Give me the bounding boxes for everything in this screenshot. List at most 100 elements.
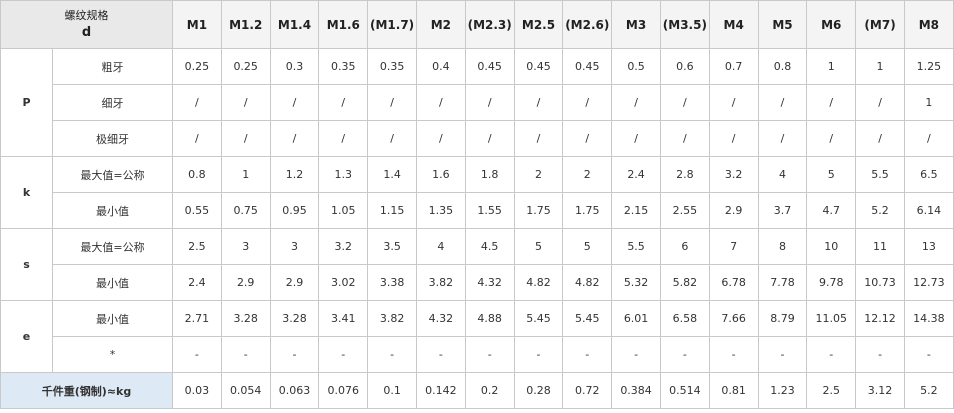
value-cell: 3.02 xyxy=(318,264,369,301)
value-cell: - xyxy=(562,336,613,373)
value-cell: 1 xyxy=(806,48,857,85)
weight-value-cell: 3.12 xyxy=(855,372,905,409)
value-cell: - xyxy=(757,336,808,373)
value-cell: 5.45 xyxy=(513,300,564,337)
value-cell: 2.9 xyxy=(708,192,759,229)
value-cell: 3.2 xyxy=(708,156,759,193)
value-cell: / xyxy=(903,120,954,157)
size-header-cell: M2.5 xyxy=(513,0,564,49)
group-label-p: P xyxy=(0,48,53,157)
size-header-cell: M8 xyxy=(903,0,954,49)
value-cell: 0.6 xyxy=(659,48,710,85)
value-cell: 0.25 xyxy=(220,48,271,85)
value-cell: 7.66 xyxy=(708,300,759,337)
table-row: s 最大值=公称 2.5 3 3 3.2 3.5 4 4.5 5 5 5.5 6 7 8 10 11 13 xyxy=(0,228,954,301)
value-cell: - xyxy=(659,336,710,373)
value-cell: 3.41 xyxy=(318,300,369,337)
value-cell: 0.35 xyxy=(318,48,369,85)
value-cell: / xyxy=(562,84,613,121)
value-cell: - xyxy=(806,336,857,373)
value-cell: 3.28 xyxy=(220,300,271,337)
thread-spec-label: 螺纹规格 xyxy=(64,8,109,22)
value-cell: 0.7 xyxy=(708,48,759,85)
value-cell: 2.9 xyxy=(269,264,320,301)
value-cell: / xyxy=(415,84,466,121)
value-cell: 2.55 xyxy=(659,192,710,229)
value-cell: 1 xyxy=(220,156,271,193)
value-cell: / xyxy=(367,84,417,121)
value-cell: / xyxy=(659,120,710,157)
value-cell: / xyxy=(757,84,808,121)
table-row: k 最大值=公称 0.8 1 1.2 1.3 1.4 1.6 1.8 2 2 2.4 2.8 3.2 4 5 5… xyxy=(0,156,954,229)
value-cell: 1.4 xyxy=(367,156,417,193)
row-label: 最大值=公称 xyxy=(52,228,173,265)
value-cell: 12.12 xyxy=(855,300,905,337)
value-cell: - xyxy=(464,336,515,373)
value-cell: 11 xyxy=(855,228,905,265)
value-cell: 1 xyxy=(855,48,905,85)
value-cell: 1.35 xyxy=(415,192,466,229)
value-cell: 0.45 xyxy=(513,48,564,85)
value-cell: - xyxy=(513,336,564,373)
row-label: 最小值 xyxy=(52,192,173,229)
weight-value-cell: 1.23 xyxy=(757,372,808,409)
size-header-cell: M4 xyxy=(708,0,759,49)
size-header-cell: M3 xyxy=(611,0,661,49)
value-cell: 5 xyxy=(513,228,564,265)
value-cell: / xyxy=(318,84,369,121)
weight-value-cell: 5.2 xyxy=(903,372,954,409)
value-cell: 3 xyxy=(269,228,320,265)
weight-value-cell: 2.5 xyxy=(806,372,857,409)
value-cell: 1.75 xyxy=(562,192,613,229)
row-label: 极细牙 xyxy=(52,120,173,157)
size-header-cell: M1.2 xyxy=(220,0,271,49)
value-cell: 7 xyxy=(708,228,759,265)
weight-value-cell: 0.03 xyxy=(172,372,222,409)
value-cell: 8 xyxy=(757,228,808,265)
value-cell: / xyxy=(269,84,320,121)
value-cell: 0.4 xyxy=(415,48,466,85)
value-cell: - xyxy=(220,336,271,373)
value-cell: 0.45 xyxy=(464,48,515,85)
size-header-cell: M1.6 xyxy=(318,0,369,49)
weight-value-cell: 0.72 xyxy=(562,372,613,409)
value-cell: - xyxy=(269,336,320,373)
table-row: 最小值 2.4 2.9 2.9 3.02 3.38 3.82 4.32 4.82 4.82 5.32… xyxy=(1,264,954,301)
table-row: P 粗牙 0.25 0.25 0.3 0.35 0.35 0.4 0.45 0.45 0.45 0.5… xyxy=(0,48,954,157)
value-cell: / xyxy=(708,120,759,157)
value-cell: 5.45 xyxy=(562,300,613,337)
value-cell: 13 xyxy=(903,228,954,265)
group-label-k: k xyxy=(0,156,53,229)
value-cell: 1 xyxy=(903,84,954,121)
table-row: 最小值 0.55 0.75 0.95 1.05 1.15 1.35 1.55 1.75 1.75 2… xyxy=(1,192,954,229)
value-cell: 10.73 xyxy=(855,264,905,301)
value-cell: / xyxy=(220,84,271,121)
value-cell: 2.5 xyxy=(172,228,222,265)
value-cell: 0.45 xyxy=(562,48,613,85)
weight-value-cell: 0.81 xyxy=(708,372,759,409)
value-cell: / xyxy=(269,120,320,157)
value-cell: 2 xyxy=(513,156,564,193)
weight-value-cell: 0.514 xyxy=(659,372,710,409)
value-cell: - xyxy=(415,336,466,373)
value-cell: 1.2 xyxy=(269,156,320,193)
weight-value-cell: 0.1 xyxy=(367,372,417,409)
value-cell: 3.82 xyxy=(415,264,466,301)
value-cell: 1.8 xyxy=(464,156,515,193)
value-cell: 4.32 xyxy=(415,300,466,337)
value-cell: 3.7 xyxy=(757,192,808,229)
value-cell: 0.8 xyxy=(757,48,808,85)
value-cell: 14.38 xyxy=(903,300,954,337)
weight-label: 千件重(钢制)≈kg xyxy=(0,372,173,409)
value-cell: / xyxy=(855,84,905,121)
value-cell: 1.55 xyxy=(464,192,515,229)
value-cell: - xyxy=(708,336,759,373)
value-cell: / xyxy=(855,120,905,157)
value-cell: 5 xyxy=(806,156,857,193)
value-cell: 0.55 xyxy=(172,192,222,229)
table-row: * - - - - - - - - - - - - - - - - xyxy=(1,336,954,373)
value-cell: 5.82 xyxy=(659,264,710,301)
weight-value-cell: 0.142 xyxy=(415,372,466,409)
value-cell: 3.2 xyxy=(318,228,369,265)
